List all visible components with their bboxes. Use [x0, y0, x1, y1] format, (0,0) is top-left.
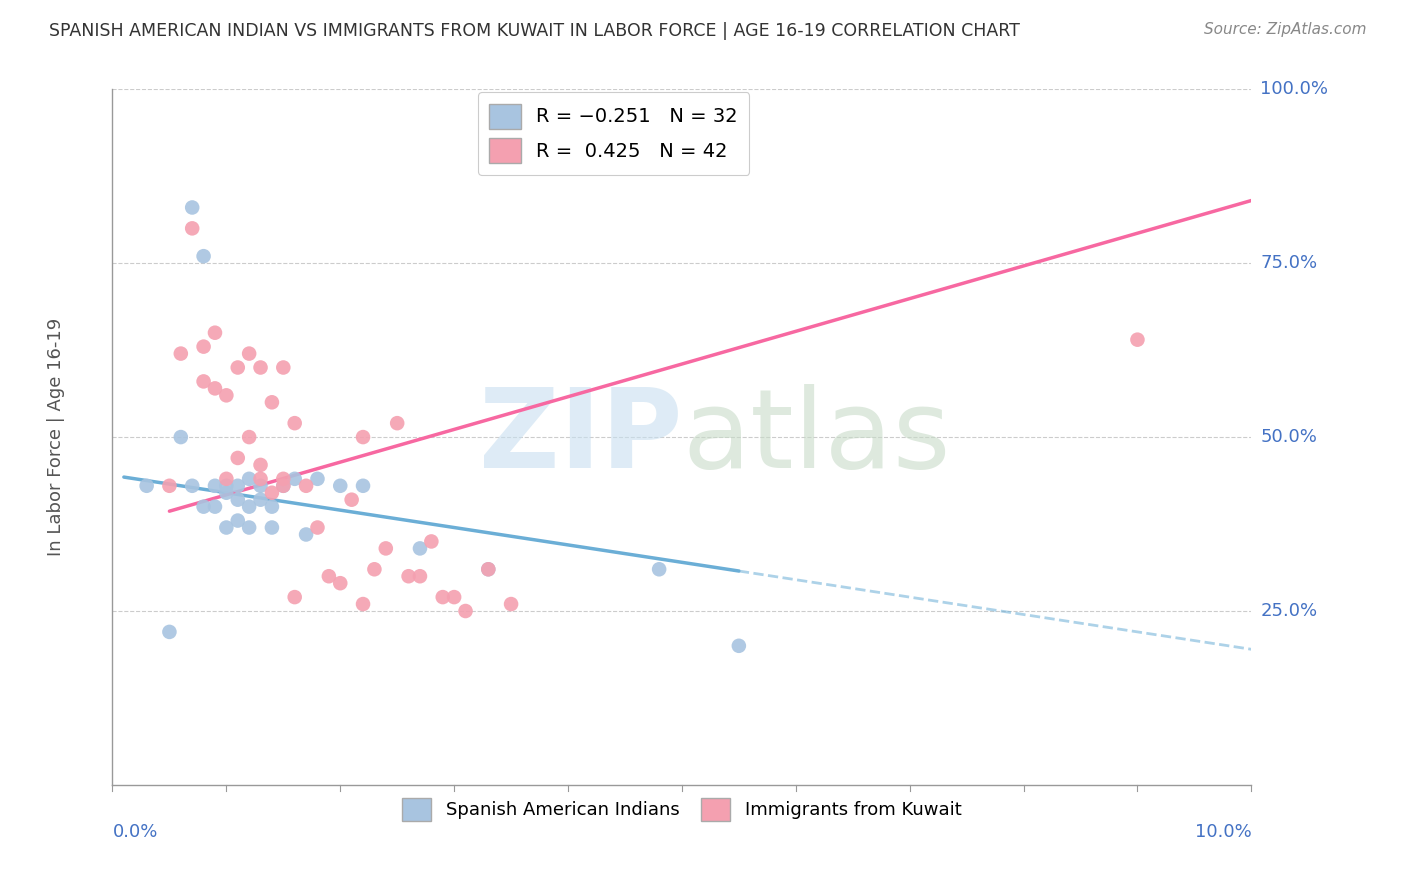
- Point: [340, 492, 363, 507]
- Legend: Spanish American Indians, Immigrants from Kuwait: Spanish American Indians, Immigrants fro…: [395, 790, 969, 828]
- Text: 10.0%: 10.0%: [1195, 823, 1251, 841]
- Text: 100.0%: 100.0%: [1260, 80, 1329, 98]
- Point: [159, 624, 180, 639]
- Point: [215, 472, 238, 486]
- Point: [307, 520, 329, 534]
- Point: [204, 326, 226, 340]
- Point: [271, 479, 295, 493]
- Point: [204, 500, 226, 514]
- Point: [249, 492, 271, 507]
- Text: 50.0%: 50.0%: [1260, 428, 1317, 446]
- Point: [238, 472, 260, 486]
- Point: [249, 472, 271, 486]
- Point: [477, 562, 499, 576]
- Point: [284, 472, 307, 486]
- Point: [260, 500, 283, 514]
- Point: [329, 576, 352, 591]
- Point: [260, 520, 283, 534]
- Point: [204, 479, 226, 493]
- Point: [238, 520, 260, 534]
- Point: [329, 479, 352, 493]
- Point: [443, 590, 465, 604]
- Point: [420, 534, 443, 549]
- Point: [193, 375, 215, 389]
- Text: 25.0%: 25.0%: [1260, 602, 1317, 620]
- Point: [648, 562, 671, 576]
- Point: [249, 360, 271, 375]
- Point: [271, 360, 295, 375]
- Point: [238, 500, 260, 514]
- Point: [181, 479, 204, 493]
- Point: [318, 569, 340, 583]
- Point: [363, 562, 385, 576]
- Text: In Labor Force | Age 16-19: In Labor Force | Age 16-19: [46, 318, 65, 557]
- Point: [193, 249, 215, 263]
- Point: [226, 450, 249, 465]
- Point: [193, 500, 215, 514]
- Point: [226, 492, 249, 507]
- Point: [204, 381, 226, 395]
- Point: [170, 430, 193, 444]
- Text: ZIP: ZIP: [478, 384, 682, 491]
- Point: [215, 485, 238, 500]
- Text: SPANISH AMERICAN INDIAN VS IMMIGRANTS FROM KUWAIT IN LABOR FORCE | AGE 16-19 COR: SPANISH AMERICAN INDIAN VS IMMIGRANTS FR…: [49, 22, 1021, 40]
- Point: [307, 472, 329, 486]
- Text: 0.0%: 0.0%: [112, 823, 157, 841]
- Point: [728, 639, 751, 653]
- Point: [352, 430, 374, 444]
- Point: [238, 346, 260, 360]
- Point: [260, 395, 283, 409]
- Point: [271, 472, 295, 486]
- Point: [1126, 333, 1149, 347]
- Point: [215, 479, 238, 493]
- Point: [170, 346, 193, 360]
- Point: [409, 569, 432, 583]
- Point: [295, 527, 318, 541]
- Point: [238, 430, 260, 444]
- Point: [181, 201, 204, 215]
- Point: [226, 514, 249, 528]
- Point: [398, 569, 420, 583]
- Point: [432, 590, 454, 604]
- Point: [454, 604, 477, 618]
- Point: [284, 590, 307, 604]
- Point: [215, 520, 238, 534]
- Point: [249, 479, 271, 493]
- Point: [135, 479, 157, 493]
- Point: [295, 479, 318, 493]
- Point: [374, 541, 396, 556]
- Point: [226, 360, 249, 375]
- Point: [352, 479, 374, 493]
- Point: [271, 479, 295, 493]
- Point: [501, 597, 523, 611]
- Point: [352, 597, 374, 611]
- Point: [477, 562, 499, 576]
- Point: [215, 388, 238, 402]
- Point: [249, 458, 271, 472]
- Point: [226, 479, 249, 493]
- Point: [260, 485, 283, 500]
- Point: [193, 340, 215, 354]
- Text: atlas: atlas: [682, 384, 950, 491]
- Text: Source: ZipAtlas.com: Source: ZipAtlas.com: [1204, 22, 1367, 37]
- Point: [181, 221, 204, 235]
- Text: 75.0%: 75.0%: [1260, 254, 1317, 272]
- Point: [159, 479, 180, 493]
- Point: [284, 416, 307, 430]
- Point: [409, 541, 432, 556]
- Point: [385, 416, 409, 430]
